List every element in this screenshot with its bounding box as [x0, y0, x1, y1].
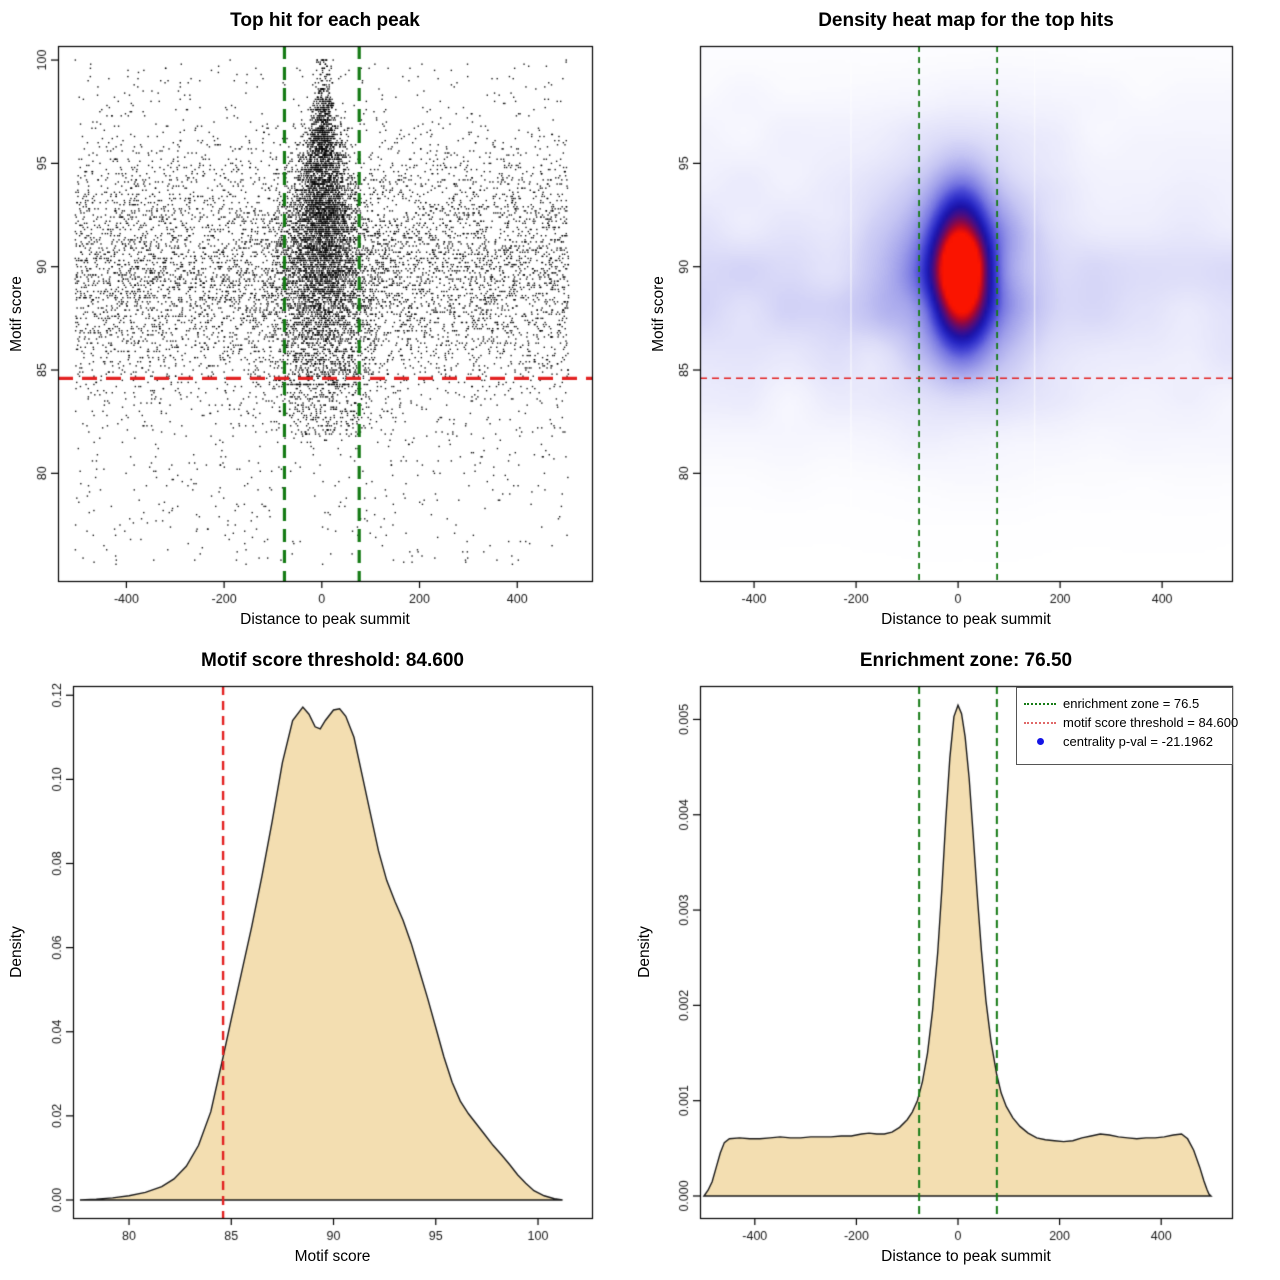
y-axis-label-scatter: Motif score [8, 275, 25, 352]
centrality-pval-point-icon [1017, 738, 1063, 745]
x-axis-label-distance-density: Distance to peak summit [881, 1248, 1051, 1265]
legend: enrichment zone = 76.5 motif score thres… [1016, 687, 1238, 765]
legend-label: enrichment zone = 76.5 [1063, 696, 1200, 711]
legend-label: motif score threshold = 84.600 [1063, 715, 1239, 730]
legend-item-motif-threshold: motif score threshold = 84.600 [1017, 713, 1238, 732]
enrichment-zone-dotted-line-icon [1017, 702, 1063, 705]
y-axis-label-motif-density: Density [8, 926, 25, 978]
legend-item-enrichment-zone: enrichment zone = 76.5 [1017, 694, 1232, 713]
panel-title-motif-threshold: Motif score threshold: 84.600 [201, 650, 464, 671]
panel-title-top-hits-scatter: Top hit for each peak [230, 10, 420, 31]
y-axis-label-heatmap: Motif score [650, 275, 667, 352]
legend-label: centrality p-val = -21.1962 [1063, 734, 1213, 749]
panel-title-density-heatmap: Density heat map for the top hits [818, 10, 1114, 31]
x-axis-label-motif-density: Motif score [294, 1248, 371, 1265]
x-axis-label-scatter: Distance to peak summit [240, 611, 410, 628]
y-axis-label-distance-density: Density [636, 926, 653, 978]
legend-item-centrality-pval: centrality p-val = -21.1962 [1017, 732, 1232, 751]
panel-title-enrichment-zone: Enrichment zone: 76.50 [859, 650, 1073, 671]
x-axis-label-heatmap: Distance to peak summit [881, 611, 1051, 628]
motif-threshold-dotted-line-icon [1017, 721, 1063, 724]
